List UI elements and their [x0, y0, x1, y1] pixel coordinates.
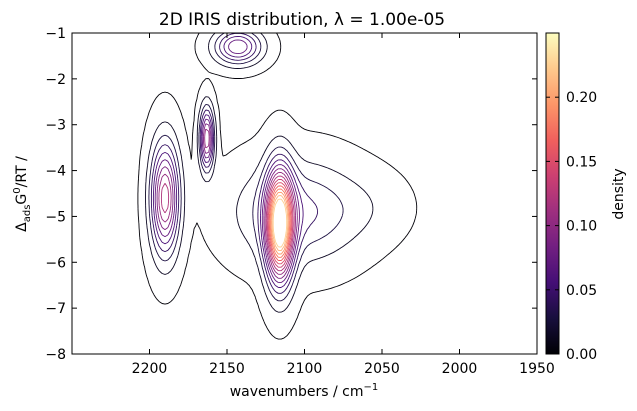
contour-level-14	[271, 195, 289, 252]
contour-level-13	[270, 191, 290, 255]
contour-level-15	[272, 198, 288, 248]
plot-background	[72, 33, 537, 354]
y-axis-label-mid: G	[14, 194, 30, 205]
colorbar-label: density	[611, 168, 627, 219]
contour-level-1	[145, 32, 374, 313]
colorbar-tick-label: 0.20	[566, 90, 597, 106]
contour-level-10	[267, 182, 293, 265]
x-tick-label: 1950	[519, 361, 555, 377]
contour-level-5	[154, 39, 300, 284]
y-axis-label-sub: ads	[22, 205, 33, 223]
contour-lines	[137, 32, 418, 340]
x-tick-label: 2050	[364, 361, 400, 377]
y-axis-label-sup: 0	[12, 187, 23, 193]
contour-level-3	[150, 32, 319, 294]
chart-title: 2D IRIS distribution, λ = 1.00e-05	[159, 10, 445, 30]
colorbar-gradient	[546, 33, 559, 354]
y-tick-label: −3	[45, 118, 66, 134]
contour-level-8	[160, 175, 295, 272]
y-tick-label: −2	[45, 72, 66, 88]
contour-level-4	[152, 36, 304, 288]
x-tick-label: 2000	[442, 361, 478, 377]
colorbar-tick-label: 0.15	[566, 154, 597, 170]
plot-area: 2200 2150 2100 2050 2000 1950 −8−7−6−5−4−3−2−…	[45, 26, 554, 377]
contour-level-12	[269, 188, 291, 258]
y-tick-label: −6	[45, 255, 66, 271]
colorbar-tick-label: 0.05	[566, 283, 597, 299]
colorbar-tick-label: 0.10	[566, 219, 597, 235]
colorbar-tick-label: 0.00	[566, 347, 597, 363]
colorbar: 0.00 0.05 0.10 0.15 0.20 density	[545, 32, 627, 363]
contour-level-7	[158, 128, 296, 275]
y-axis-label: ΔadsG0/RT /	[12, 156, 33, 232]
x-tick-label: 2100	[287, 361, 323, 377]
y-axis-ticks: −8 −7 −6 −5 −4 −3 −2 −1	[45, 26, 537, 363]
y-axis-label-post: /RT /	[14, 156, 30, 187]
contour-level-9	[266, 178, 294, 268]
contour-level-6	[156, 123, 298, 279]
colorbar-ticks: 0.00 0.05 0.10 0.15 0.20	[546, 90, 597, 363]
y-tick-label: −8	[45, 347, 66, 363]
x-axis-label: wavenumbers / cm−1	[230, 382, 379, 400]
y-tick-label: −5	[45, 209, 66, 225]
x-axis-ticks: 2200 2150 2100 2050 2000 1950	[132, 33, 555, 377]
x-axis-label-sup: −1	[364, 382, 379, 393]
y-axis-label-pre: Δ	[14, 222, 30, 232]
contour-level-2	[148, 32, 344, 302]
contour-level-11	[268, 185, 292, 261]
y-tick-label: −7	[45, 301, 66, 317]
colorbar-frame	[545, 32, 560, 355]
x-tick-label: 2200	[132, 361, 168, 377]
contour-level-0	[137, 32, 418, 340]
x-tick-label: 2150	[209, 361, 245, 377]
x-axis-label-main: wavenumbers / cm	[230, 384, 364, 400]
y-tick-label: −4	[45, 164, 66, 180]
y-tick-label: −1	[45, 26, 66, 42]
